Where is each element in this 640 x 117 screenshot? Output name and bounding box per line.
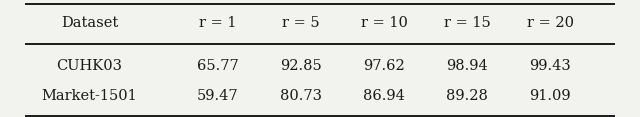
Text: 89.28: 89.28 bbox=[446, 89, 488, 103]
Text: 59.47: 59.47 bbox=[196, 89, 239, 103]
Text: 97.62: 97.62 bbox=[363, 58, 405, 73]
Text: r = 10: r = 10 bbox=[360, 16, 408, 30]
Text: Dataset: Dataset bbox=[61, 16, 118, 30]
Text: 65.77: 65.77 bbox=[196, 58, 239, 73]
Text: r = 20: r = 20 bbox=[527, 16, 574, 30]
Text: 86.94: 86.94 bbox=[363, 89, 405, 103]
Text: r = 1: r = 1 bbox=[199, 16, 236, 30]
Text: 98.94: 98.94 bbox=[446, 58, 488, 73]
Text: 99.43: 99.43 bbox=[529, 58, 572, 73]
Text: r = 5: r = 5 bbox=[282, 16, 319, 30]
Text: 91.09: 91.09 bbox=[529, 89, 572, 103]
Text: CUHK03: CUHK03 bbox=[56, 58, 123, 73]
Text: 80.73: 80.73 bbox=[280, 89, 322, 103]
Text: 92.85: 92.85 bbox=[280, 58, 322, 73]
Text: r = 15: r = 15 bbox=[444, 16, 491, 30]
Text: Market-1501: Market-1501 bbox=[42, 89, 138, 103]
